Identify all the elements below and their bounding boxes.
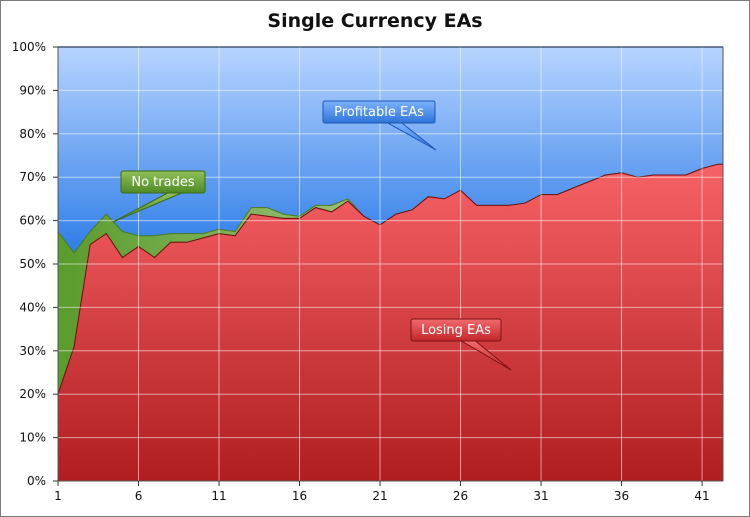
y-tick-label: 0%	[27, 474, 46, 488]
x-tick-label: 36	[614, 489, 629, 503]
annotation-label: Losing EAs	[421, 323, 491, 338]
annotation-box	[322, 100, 436, 124]
y-tick-label: 80%	[19, 127, 46, 141]
annotation-label: No trades	[131, 175, 194, 190]
y-tick-label: 50%	[19, 257, 46, 271]
annotation-callout: No trades	[112, 170, 206, 223]
x-tick-label: 31	[533, 489, 548, 503]
y-tick-label: 60%	[19, 214, 46, 228]
y-tick-label: 70%	[19, 170, 46, 184]
x-tick-label: 41	[694, 489, 709, 503]
x-tick-label: 11	[211, 489, 226, 503]
annotation-box	[120, 170, 206, 194]
x-tick-label: 1	[54, 489, 62, 503]
chart-title: Single Currency EAs	[267, 10, 483, 32]
y-tick-label: 10%	[19, 431, 46, 445]
y-tick-label: 100%	[12, 40, 46, 54]
x-tick-label: 26	[453, 489, 468, 503]
annotation-box	[410, 318, 502, 342]
y-tick-label: 40%	[19, 300, 46, 314]
x-tick-label: 16	[292, 489, 307, 503]
x-tick-label: 6	[135, 489, 143, 503]
x-tick-label: 21	[372, 489, 387, 503]
area-profitable-eas	[58, 47, 723, 254]
y-tick-label: 30%	[19, 344, 46, 358]
annotation-callout: Losing EAs	[410, 318, 512, 371]
annotation-callout: Profitable EAs	[322, 100, 437, 151]
annotation-label: Profitable EAs	[334, 105, 424, 120]
y-tick-label: 20%	[19, 387, 46, 401]
y-tick-label: 90%	[19, 83, 46, 97]
